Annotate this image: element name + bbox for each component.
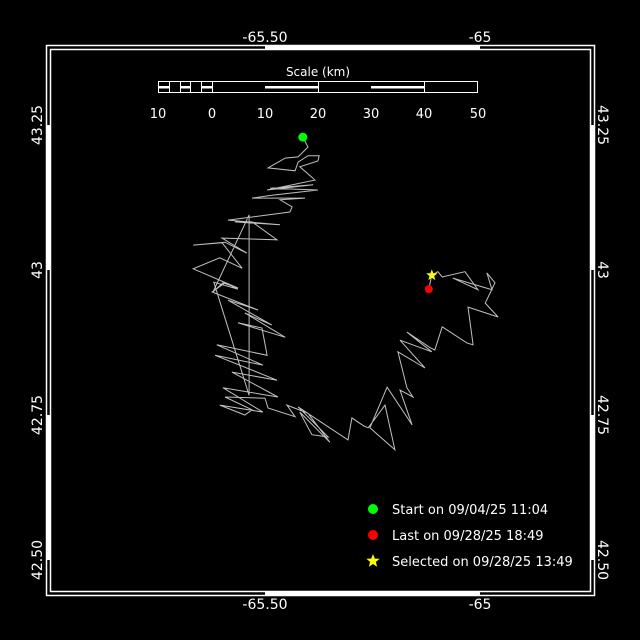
frame-segment-top [265,45,480,50]
legend-last-label: Last on 09/28/25 18:49 [392,529,544,544]
scale-bar-label: 0 [208,107,216,122]
map-frame [45,44,596,597]
lat-tick-right: 43 [594,261,610,279]
lon-tick-bottom: -65 [469,597,492,613]
scale-bar-title: Scale (km) [286,65,350,79]
frame-segment-left-1 [46,125,51,270]
scale-bar-label: 50 [470,107,487,122]
legend-start-icon [368,504,378,514]
lat-tick-left: 43 [30,261,46,279]
scale-bar: Scale (km) 10 0 10 20 30 40 50 [150,65,487,122]
frame-segment-right-1 [590,125,595,270]
selected-star-marker[interactable] [426,269,438,281]
lon-tick-top: -65.50 [242,30,287,46]
lat-tick-right: 42.75 [594,395,610,435]
scale-bar-label: 20 [310,107,327,122]
legend-last-icon [368,530,378,540]
scale-bar-segment [180,86,191,89]
frame-segment-bottom [265,591,480,596]
lat-tick-right: 43.25 [594,105,610,145]
scale-bar-segment [265,86,318,89]
scale-bar-label: 40 [416,107,433,122]
scale-bar-label: 30 [363,107,380,122]
lat-tick-left: 43.25 [30,105,46,145]
lon-tick-top: -65 [469,30,492,46]
drifter-track-line [191,136,499,452]
lon-tick-bottom: -65.50 [242,597,287,613]
scale-bar-label: 10 [150,107,167,122]
frame-segment-left-2 [46,415,51,560]
last-marker[interactable] [424,285,433,294]
scale-bar-segment [201,86,212,89]
frame-segment-right-2 [590,415,595,560]
lat-tick-left: 42.50 [30,540,46,580]
lat-tick-right: 42.50 [594,540,610,580]
legend: Start on 09/04/25 11:04 Last on 09/28/25… [366,503,573,570]
legend-start-label: Start on 09/04/25 11:04 [392,503,548,518]
legend-selected-star-icon [366,554,380,567]
lat-tick-left: 42.75 [30,395,46,435]
scale-bar-segment [371,86,424,89]
legend-selected-label: Selected on 09/28/25 13:49 [392,555,573,570]
scale-bar-label: 10 [257,107,274,122]
start-marker[interactable] [298,132,308,142]
scale-bar-segment [158,86,169,89]
